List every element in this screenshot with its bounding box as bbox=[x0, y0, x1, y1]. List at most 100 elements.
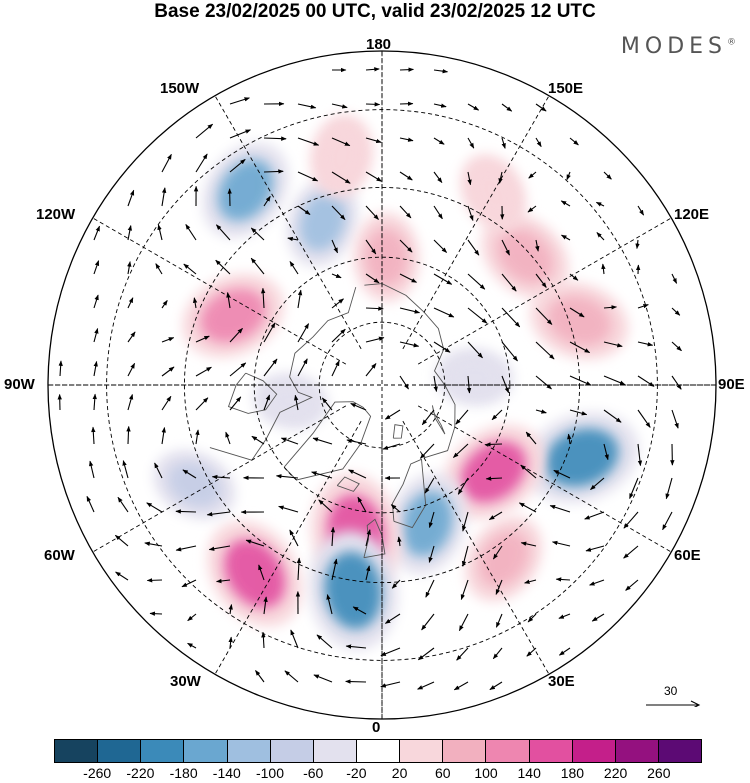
wind-arrow bbox=[524, 579, 537, 584]
wind-arrow bbox=[93, 360, 98, 377]
wind-arrow bbox=[365, 529, 371, 547]
anomaly-center bbox=[202, 142, 289, 238]
wind-arrow bbox=[421, 409, 435, 426]
wind-arrow bbox=[278, 505, 299, 513]
colorbar-tick-label: -140 bbox=[212, 765, 241, 781]
reference-arrow-icon bbox=[646, 700, 701, 707]
anomaly-center bbox=[435, 347, 514, 406]
wind-arrow bbox=[275, 474, 299, 479]
lon-label-90w: 90W bbox=[4, 376, 35, 393]
wind-arrow bbox=[350, 402, 367, 411]
wind-arrow bbox=[157, 224, 163, 241]
wind-arrow bbox=[424, 477, 435, 494]
anomaly-center bbox=[207, 520, 303, 627]
colorbar-swatch bbox=[658, 740, 702, 762]
wind-arrow bbox=[331, 239, 339, 254]
wind-arrow bbox=[149, 611, 163, 616]
wind-arrow bbox=[228, 636, 233, 649]
anomaly-center bbox=[442, 424, 544, 520]
wind-arrow bbox=[93, 260, 100, 275]
wind-arrow bbox=[287, 236, 299, 242]
wind-arrow bbox=[215, 259, 231, 275]
anomaly-center bbox=[153, 449, 236, 520]
wind-arrow bbox=[357, 496, 367, 513]
wind-arrow bbox=[671, 307, 681, 316]
meridian bbox=[64, 405, 347, 569]
wind-arrow bbox=[280, 437, 299, 445]
wind-arrow bbox=[195, 153, 208, 173]
wind-arrow bbox=[161, 153, 172, 173]
wind-arrow bbox=[603, 305, 617, 310]
colorbar-swatch bbox=[98, 740, 142, 762]
wind-arrow bbox=[425, 579, 435, 598]
wind-arrow bbox=[195, 397, 209, 411]
map-boundary bbox=[47, 50, 717, 720]
wind-arrow bbox=[228, 604, 233, 615]
wind-arrow bbox=[489, 681, 503, 691]
wind-arrow bbox=[495, 613, 503, 628]
wind-arrow bbox=[549, 505, 571, 513]
wind-arrow bbox=[195, 429, 200, 445]
wind-arrow bbox=[187, 613, 197, 622]
wind-arrow bbox=[263, 195, 271, 207]
wind-arrow bbox=[399, 375, 409, 390]
wind-arrow bbox=[161, 187, 167, 207]
wind-arrow bbox=[195, 123, 214, 139]
anomaly-center bbox=[530, 282, 629, 360]
wind-arrow bbox=[399, 341, 420, 348]
coastline bbox=[364, 283, 456, 459]
wind-arrow bbox=[187, 642, 197, 649]
wind-arrow bbox=[525, 431, 537, 445]
meridian bbox=[402, 420, 566, 703]
wind-arrow bbox=[365, 239, 377, 255]
wind-arrow bbox=[211, 474, 231, 480]
wind-arrow bbox=[331, 205, 346, 220]
wind-arrow bbox=[331, 273, 342, 279]
wind-arrow bbox=[569, 273, 579, 281]
wind-arrow bbox=[144, 541, 163, 547]
wind-arrow bbox=[535, 375, 552, 390]
wind-arrow bbox=[399, 273, 417, 283]
wind-arrow bbox=[485, 442, 503, 447]
wind-arrow bbox=[501, 103, 513, 112]
wind-arrow bbox=[154, 462, 163, 479]
wind-arrow bbox=[365, 205, 379, 220]
colorbar-tick-label: 180 bbox=[560, 765, 585, 781]
wind-arrow bbox=[92, 393, 97, 411]
wind-arrow bbox=[665, 477, 673, 500]
wind-arrow bbox=[331, 137, 351, 147]
wind-arrow bbox=[498, 171, 503, 184]
wind-arrow bbox=[331, 328, 346, 343]
wind-arrow bbox=[331, 103, 348, 109]
wind-arrow bbox=[331, 298, 344, 309]
wind-arrow bbox=[93, 225, 101, 241]
wind-arrow bbox=[625, 579, 639, 591]
wind-arrow bbox=[555, 577, 571, 582]
colorbar-swatch bbox=[615, 740, 659, 762]
wind-arrow bbox=[330, 526, 336, 547]
wind-arrow bbox=[417, 681, 435, 690]
colorbar-swatch bbox=[572, 740, 616, 762]
wind-arrow bbox=[185, 223, 197, 241]
wind-arrow bbox=[421, 613, 435, 631]
lon-label-30w: 30W bbox=[170, 673, 201, 690]
wind-arrow bbox=[417, 647, 435, 661]
modes-logo: MODES® bbox=[621, 34, 736, 59]
wind-arrow bbox=[433, 375, 438, 393]
wind-arrow bbox=[433, 239, 447, 253]
colorbar bbox=[54, 739, 702, 763]
colorbar-swatch bbox=[443, 740, 487, 762]
wind-arrow bbox=[585, 545, 605, 552]
colorbar-tick-label: -20 bbox=[346, 765, 367, 781]
wind-arrow bbox=[263, 136, 287, 141]
lon-label-60w: 60W bbox=[44, 547, 75, 564]
wind-arrow bbox=[365, 306, 384, 311]
wind-arrow bbox=[397, 536, 402, 547]
wind-arrow bbox=[596, 232, 605, 241]
wind-arrow bbox=[420, 443, 435, 459]
wind-arrow bbox=[297, 358, 308, 377]
wind-arrow bbox=[290, 629, 299, 649]
wind-arrow bbox=[501, 375, 510, 394]
wind-arrow bbox=[384, 409, 401, 420]
wind-arrow bbox=[93, 294, 99, 309]
